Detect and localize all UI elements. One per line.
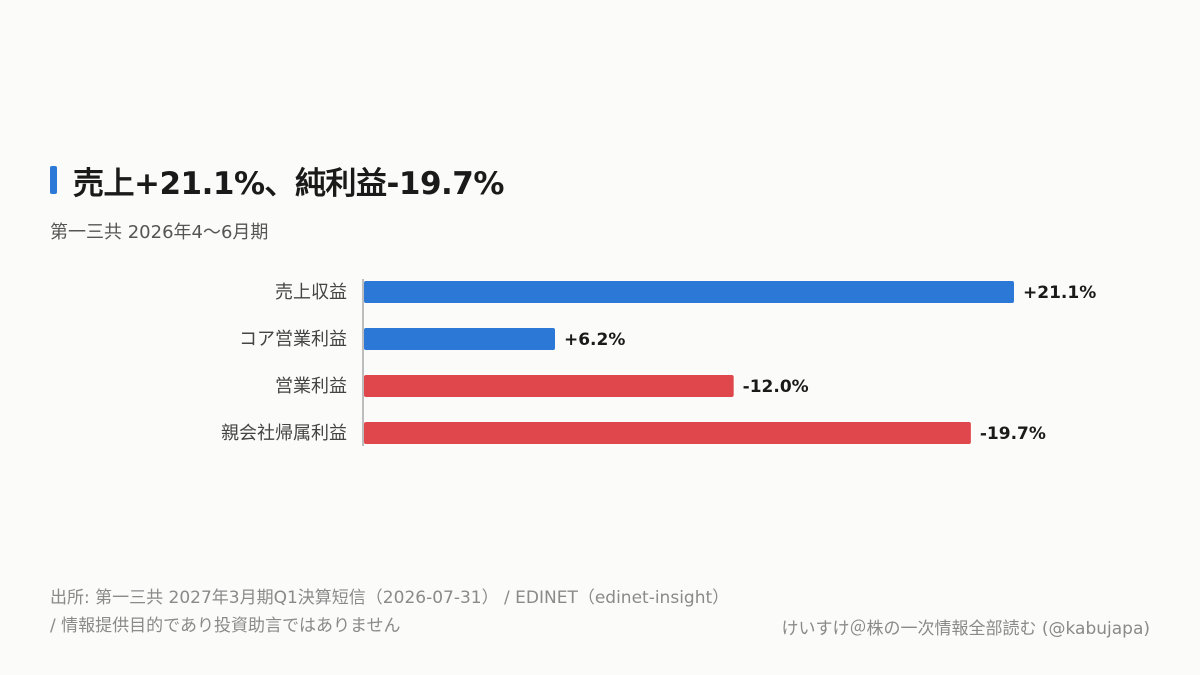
value-label: -19.7% [980,424,1046,444]
value-label: -12.0% [743,377,809,397]
category-label: 営業利益 [275,376,347,397]
category-label: 売上収益 [275,282,347,303]
title-group: 売上+21.1%、純利益-19.7% [50,160,504,202]
title-accent-bar [50,166,57,194]
chart-subtitle: 第一三共 2026年4〜6月期 [50,222,269,243]
category-label: 親会社帰属利益 [221,423,347,444]
bar [364,375,734,397]
bar-chart: 売上収益 +21.1% コア営業利益 +6.2% 営業利益 -12.0% 親会社帰属利益 -1… [221,279,1096,446]
chart-title: 売上+21.1%、純利益-19.7% [73,165,504,202]
category-label: コア営業利益 [239,329,347,350]
value-label: +21.1% [1023,283,1096,303]
bar [364,328,555,350]
value-label: +6.2% [564,330,625,350]
source-note: 出所: 第一三共 2027年3月期Q1決算短信（2026-07-31） / ED… [50,588,730,636]
author-credit: けいすけ＠株の一次情報全部読む (@kabujapa) [781,619,1150,639]
bar [364,281,1014,303]
bar [364,422,971,444]
